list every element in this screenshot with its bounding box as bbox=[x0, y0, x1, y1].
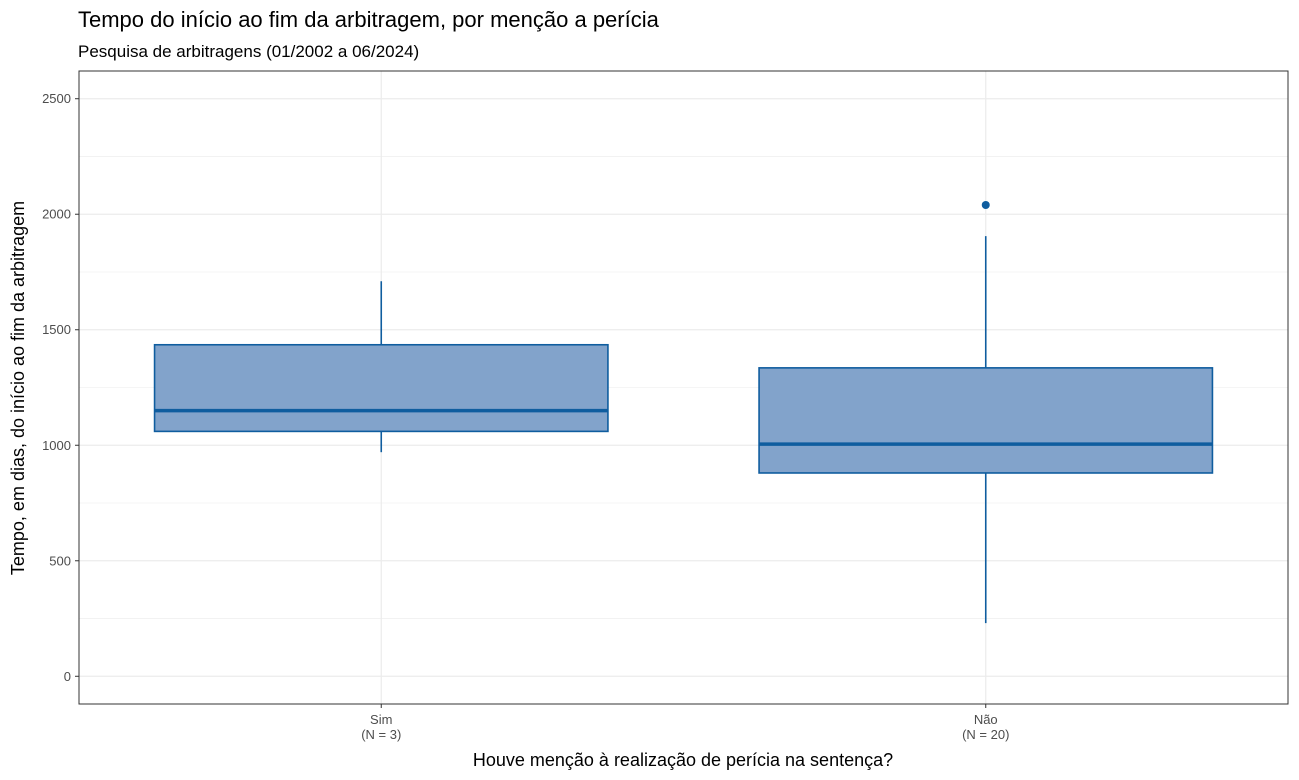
y-tick-label: 0 bbox=[64, 669, 71, 684]
boxplots bbox=[153, 200, 1214, 624]
y-tick-label: 500 bbox=[49, 553, 71, 568]
x-tick-sublabel: (N = 3) bbox=[361, 727, 401, 742]
x-axis-ticks: Sim(N = 3) Não(N = 20) bbox=[361, 704, 1009, 742]
y-tick-label: 1500 bbox=[42, 322, 71, 337]
chart-subtitle: Pesquisa de arbitragens (01/2002 a 06/20… bbox=[78, 42, 419, 61]
y-tick-label: 1000 bbox=[42, 438, 71, 453]
outlier-point bbox=[981, 200, 990, 209]
x-axis-title: Houve menção à realização de perícia na … bbox=[473, 750, 893, 770]
panel-border bbox=[78, 70, 1289, 705]
x-tick-label: Não bbox=[974, 712, 998, 727]
y-axis-title: Tempo, em dias, do início ao fim da arbi… bbox=[8, 201, 28, 575]
box-iqr bbox=[153, 343, 609, 433]
x-tick-label: Sim bbox=[370, 712, 392, 727]
y-axis-ticks: 0 500 1000 1500 2000 2500 bbox=[42, 91, 79, 684]
chart-title: Tempo do início ao fim da arbitragem, po… bbox=[78, 7, 660, 32]
y-tick-label: 2500 bbox=[42, 91, 71, 106]
y-tick-label: 2000 bbox=[42, 207, 71, 222]
box-iqr bbox=[758, 367, 1214, 474]
x-tick-sublabel: (N = 20) bbox=[962, 727, 1009, 742]
